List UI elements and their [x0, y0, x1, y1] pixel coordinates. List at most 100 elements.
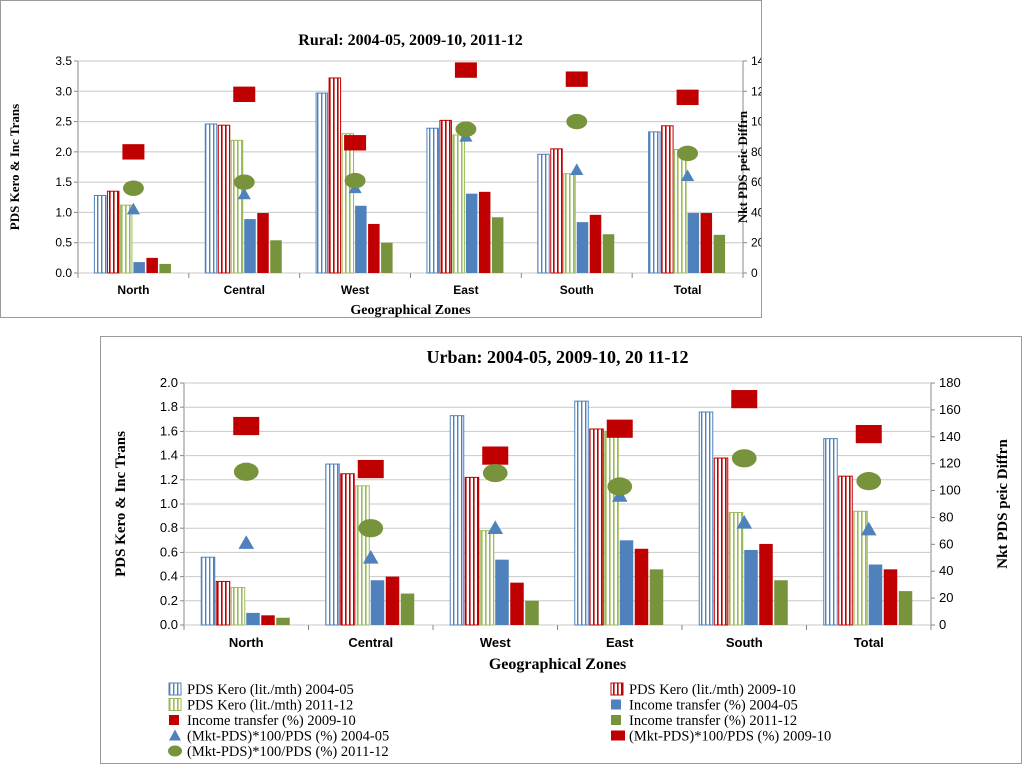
- bar-west-series-3: [479, 530, 495, 626]
- bar-total-series-2: [661, 125, 674, 274]
- bar-central-series-5: [385, 576, 400, 625]
- bar-west-series-5: [368, 223, 380, 273]
- marker-circle-west: [482, 463, 508, 483]
- y-tick-label: 1.8: [160, 399, 178, 414]
- bar-central-series-3: [355, 485, 370, 626]
- bar-east-series-3: [604, 430, 619, 626]
- bar-total-series-1: [648, 131, 661, 274]
- legend-label: Income transfer (%) 2009-10: [187, 713, 356, 729]
- bar-south-series-1: [537, 153, 550, 274]
- x-category-label: South: [560, 283, 594, 297]
- y-tick-label: 3.5: [55, 54, 72, 68]
- marker-square-north: [233, 416, 260, 436]
- legend-label: PDS Kero (lit./mth) 2009-10: [629, 682, 796, 698]
- y-tick-label: 0.2: [160, 593, 178, 608]
- x-category-label: South: [726, 635, 763, 650]
- y-tick-label: 2.0: [55, 145, 72, 159]
- bar-east-series-3: [452, 134, 465, 274]
- bar-west-series-4: [355, 205, 367, 273]
- marker-triangle-total: [860, 521, 877, 536]
- marker-circle-north: [233, 462, 259, 481]
- y-tick-label: 2.0: [160, 375, 178, 390]
- bar-total-series-1: [823, 438, 838, 626]
- bar-total-series-3: [853, 510, 868, 626]
- bar-north-series-6: [159, 263, 171, 273]
- legend-label: (Mkt-PDS)*100/PDS (%) 2009-10: [629, 729, 831, 745]
- y2-tick-label: 60: [939, 536, 953, 551]
- bar-north-series-4: [133, 262, 145, 273]
- x-category-label: Central: [348, 635, 393, 650]
- y2-tick-label: 40: [939, 563, 953, 578]
- y2-tick-label: 60: [751, 175, 761, 189]
- marker-circle-central: [358, 519, 384, 538]
- bar-south-series-4: [576, 222, 589, 273]
- bar-north-series-2: [106, 190, 120, 274]
- y2-tick-label: 20: [939, 590, 953, 605]
- bar-east-series-4: [465, 193, 478, 273]
- y-tick-label: 0.8: [160, 520, 178, 535]
- y-tick-label: 0.4: [160, 569, 178, 584]
- y2-tick-label: 0: [939, 617, 946, 632]
- marker-triangle-north: [126, 202, 141, 215]
- legend-circle-marker: [168, 745, 182, 757]
- legend-label: (Mkt-PDS)*100/PDS (%) 2004-05: [187, 729, 389, 745]
- urban-chart-svg: 0.0 0.2 0.4 0.6 0.8 1.0 1.2 1.4 1.6 1.8 2.0 0 20 40 60…: [113, 347, 1011, 760]
- bar-central-series-3: [230, 139, 244, 274]
- y-tick-label: 1.6: [160, 423, 178, 438]
- bar-west-series-1: [449, 415, 465, 626]
- bar-west-series-2: [464, 476, 480, 626]
- bar-central-series-2: [340, 473, 355, 626]
- rural-chart-svg: 0.0 0.5 1.0 1.5 2.0 2.5 3.0 3.5 0 20 40 60 80 100 120 1…: [7, 32, 761, 317]
- bar-west-series-1: [315, 92, 329, 274]
- bar-east-series-4: [619, 540, 634, 625]
- bar-south-series-6: [774, 580, 788, 625]
- y2-tick-label: 80: [939, 509, 953, 524]
- bar-total-series-6: [713, 234, 726, 273]
- bar-west-series-6: [525, 600, 539, 625]
- legend-swatch: [168, 698, 182, 711]
- bar-central-series-4: [370, 580, 385, 625]
- y2-tick-label: 100: [939, 483, 961, 498]
- y-tick-label: 0.0: [160, 617, 178, 632]
- bar-east-series-2: [589, 428, 604, 626]
- bar-central-series-1: [325, 463, 340, 626]
- y2-tick-label: 120: [939, 456, 961, 471]
- marker-triangle-north: [238, 535, 255, 549]
- legend-label: (Mkt-PDS)*100/PDS (%) 2011-12: [187, 744, 389, 760]
- bar-west-series-6: [381, 242, 393, 273]
- marker-circle-total: [856, 472, 882, 491]
- marker-circle-east: [607, 477, 633, 496]
- bar-west-series-4: [495, 559, 509, 625]
- bar-total-series-3: [674, 148, 687, 274]
- bar-total-series-4: [868, 564, 883, 625]
- bar-north-series-3: [119, 204, 133, 274]
- chart-legend: PDS Kero (lit./mth) 2004-05 PDS Kero (lit…: [168, 682, 831, 760]
- bar-south-series-5: [759, 543, 773, 625]
- y2-tick-label: 160: [939, 402, 961, 417]
- bar-south-series-2: [713, 457, 729, 626]
- bar-north-series-5: [261, 615, 275, 625]
- marker-triangle-west: [487, 520, 504, 535]
- marker-triangle-south: [736, 515, 753, 529]
- rural-x-axis-label: Geographical Zones: [350, 303, 471, 317]
- x-category-label: West: [480, 635, 511, 650]
- bar-north-series-3: [230, 586, 246, 626]
- bar-central-series-5: [257, 213, 269, 273]
- legend-swatch: [610, 682, 624, 696]
- marker-square-east: [454, 62, 477, 78]
- legend-triangle-marker: [169, 729, 181, 741]
- bar-north-series-2: [215, 580, 231, 626]
- legend-swatch: [168, 682, 182, 696]
- y2-tick-label: 140: [751, 54, 761, 68]
- bar-east-series-6: [649, 569, 664, 625]
- bar-total-series-4: [687, 213, 700, 273]
- bar-total-series-2: [838, 475, 853, 626]
- bar-total-series-5: [883, 569, 898, 625]
- legend-square-marker: [611, 730, 625, 741]
- marker-square-south: [731, 390, 758, 409]
- legend-label: PDS Kero (lit./mth) 2011-12: [187, 698, 353, 714]
- marker-square-east: [606, 419, 633, 438]
- bar-central-series-2: [217, 124, 231, 274]
- marker-square-north: [122, 144, 145, 160]
- x-category-label: East: [606, 635, 634, 650]
